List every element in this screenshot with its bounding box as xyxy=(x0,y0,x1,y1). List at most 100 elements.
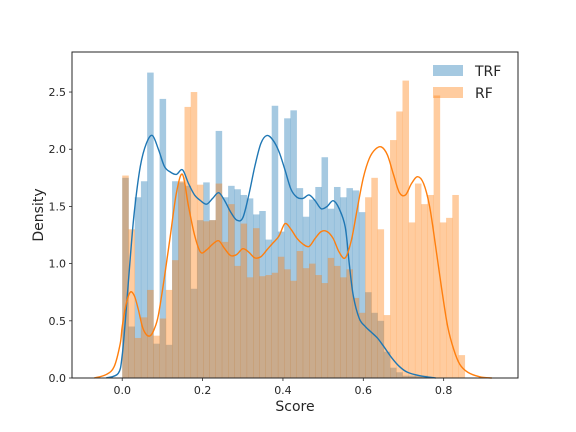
hist-bar xyxy=(296,251,304,378)
hist-bar xyxy=(271,272,279,378)
y-tick-label: 0.0 xyxy=(49,372,67,385)
hist-bar xyxy=(309,199,316,378)
hist-bar xyxy=(228,204,235,378)
hist-bar xyxy=(140,317,148,378)
hist-bar xyxy=(346,269,353,378)
hist-bar xyxy=(172,260,179,378)
kde-curves xyxy=(93,134,492,379)
hist-bar xyxy=(371,177,378,378)
hist-bar xyxy=(408,375,416,378)
x-axis-label: Score xyxy=(275,399,314,415)
hist-bar xyxy=(452,194,459,378)
plot-frame xyxy=(71,51,519,379)
hist-bar xyxy=(302,216,310,378)
hist-bar xyxy=(327,208,335,378)
hist-bar xyxy=(277,231,285,378)
hist-bar xyxy=(215,183,223,378)
hist-bar xyxy=(358,312,366,378)
hist-bar xyxy=(196,184,204,378)
hist-bar xyxy=(203,221,210,378)
y-tick-label: 2.0 xyxy=(49,143,67,156)
hist-bar xyxy=(234,265,241,378)
hist-bar xyxy=(277,256,285,378)
hist-bar xyxy=(352,190,360,378)
hist-bar xyxy=(414,375,422,378)
x-tick-label: 0.2 xyxy=(194,384,212,397)
hist-bar xyxy=(377,320,385,378)
hist-bar xyxy=(221,197,229,378)
y-tick-label: 1.0 xyxy=(49,258,67,271)
hist-bar xyxy=(209,220,216,378)
hist-bar xyxy=(408,222,416,378)
hist-bar xyxy=(153,335,160,378)
hist-bar xyxy=(165,289,173,378)
hist-bar xyxy=(346,188,353,378)
hist-bar xyxy=(259,276,266,378)
bar-series-trf xyxy=(122,72,428,379)
hist-bar xyxy=(390,140,397,378)
hist-bar xyxy=(253,228,260,378)
hist-bar xyxy=(140,181,148,378)
hist-bar xyxy=(228,185,235,378)
hist-bar xyxy=(296,188,304,378)
x-tick-label: 0.4 xyxy=(274,384,292,397)
hist-bar xyxy=(365,197,372,378)
hist-bar xyxy=(134,337,142,378)
hist-bar xyxy=(122,175,129,378)
hist-bar xyxy=(128,326,135,378)
hist-bar xyxy=(209,220,216,378)
hist-bar xyxy=(340,197,347,378)
hist-bar xyxy=(265,275,272,378)
hist-bar xyxy=(221,241,229,378)
x-tick-label: 0.0 xyxy=(113,384,131,397)
hist-bar xyxy=(340,277,347,378)
hist-bar xyxy=(427,194,434,378)
x-axis-ticks: 0.0 0.2 0.4 0.6 0.8 xyxy=(113,378,452,397)
hist-bar xyxy=(290,110,297,378)
hist-bar xyxy=(365,292,372,378)
hist-bar xyxy=(358,212,366,378)
hist-bar xyxy=(178,182,185,378)
hist-bar xyxy=(333,265,341,378)
hist-bar xyxy=(159,98,167,379)
hist-bar xyxy=(271,105,279,378)
hist-bar xyxy=(246,198,254,378)
legend-swatch-rf xyxy=(433,87,463,98)
hist-bar xyxy=(333,186,341,378)
hist-bar xyxy=(153,343,160,378)
hist-bar xyxy=(396,372,403,378)
hist-bar xyxy=(240,194,248,378)
hist-bar xyxy=(414,183,422,378)
hist-bar xyxy=(315,186,322,378)
kde-line-rf xyxy=(93,145,492,379)
hist-bar xyxy=(159,318,167,378)
hist-bar xyxy=(371,312,378,378)
y-axis-ticks: 0.0 0.5 1.0 1.5 2.0 2.5 xyxy=(49,86,72,385)
y-tick-label: 1.5 xyxy=(49,200,67,213)
hist-bar xyxy=(215,130,223,378)
hist-bar xyxy=(165,344,173,378)
hist-bar xyxy=(196,220,204,378)
hist-bar xyxy=(246,277,254,378)
legend: TRF RF xyxy=(433,64,501,102)
hist-bar xyxy=(203,182,210,378)
hist-bar xyxy=(234,189,241,378)
kde-line-trf xyxy=(105,134,436,379)
hist-bar xyxy=(390,367,397,378)
hist-bar xyxy=(302,268,310,378)
hist-bar xyxy=(309,263,316,378)
y-axis-label: Density xyxy=(31,188,47,241)
x-tick-label: 0.8 xyxy=(435,384,453,397)
histogram-bars xyxy=(122,72,466,379)
hist-bar xyxy=(290,280,297,378)
hist-bar xyxy=(190,288,198,378)
hist-bar xyxy=(265,239,272,378)
hist-bar xyxy=(147,289,154,378)
y-tick-label: 0.5 xyxy=(49,315,67,328)
hist-bar xyxy=(315,275,322,378)
legend-label-trf: TRF xyxy=(474,64,501,80)
hist-bar xyxy=(178,181,185,378)
hist-bar xyxy=(383,315,391,378)
